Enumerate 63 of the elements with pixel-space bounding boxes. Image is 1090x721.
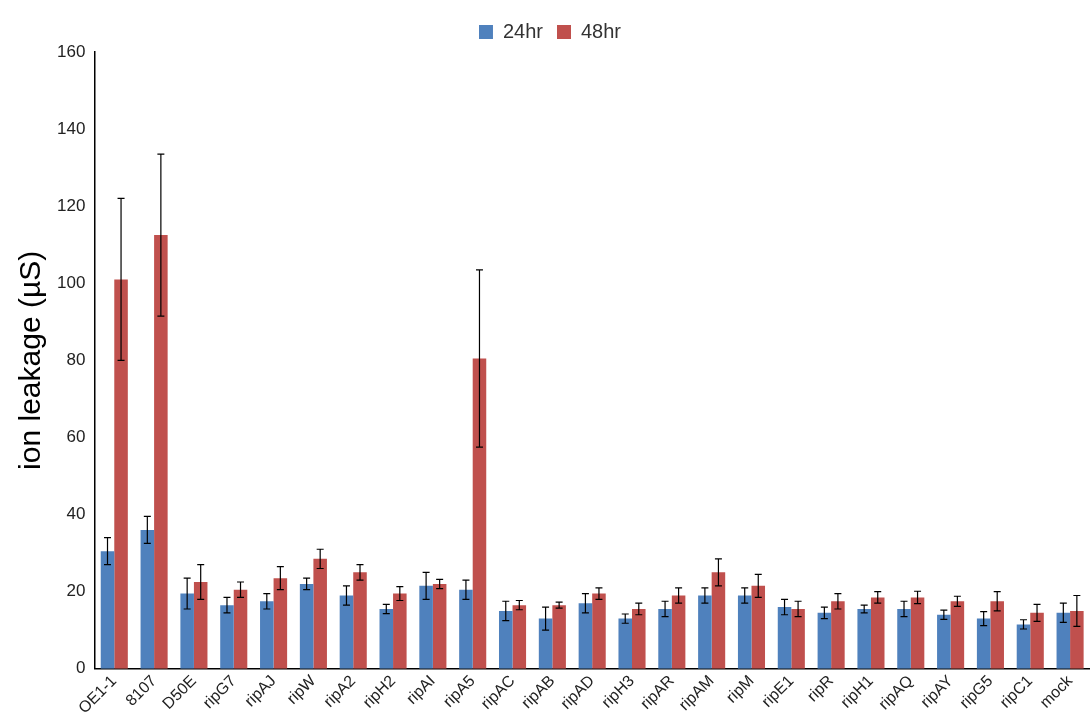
y-tick-label: 140 [56,118,86,138]
bar [632,608,646,669]
bar [831,601,845,669]
y-tick-label: 160 [56,41,86,61]
y-axis-title: ion leakage (µS) [13,250,47,470]
bar [910,597,925,669]
bar [498,610,513,669]
bar [538,618,553,669]
bar [791,608,805,669]
bar [459,589,473,669]
y-tick-label: 100 [56,272,86,292]
bar [154,235,168,669]
bar [552,605,566,669]
bar [698,595,712,669]
bar [592,593,606,669]
bar [976,618,991,669]
bar [937,614,951,669]
x-tick-label: ripR [803,671,837,705]
bar [671,595,686,669]
bar [180,593,194,669]
y-tick-label: 40 [66,504,86,524]
y-tick-label: 0 [75,658,86,678]
bar [1056,612,1071,669]
bar [737,595,752,669]
bar [339,595,354,669]
bar [1016,624,1031,669]
bar [711,572,726,669]
bar [100,551,115,669]
bar [870,597,885,669]
legend-label: 48hr [581,19,622,42]
bar [353,572,367,669]
bar [432,583,447,669]
bar [299,583,314,669]
bar [618,618,633,669]
bar [472,358,487,669]
bar [950,601,965,669]
bar [273,578,288,669]
bar [1030,612,1044,669]
y-tick-label: 120 [56,195,86,215]
legend-label: 24hr [502,19,544,42]
bar [1070,610,1084,669]
bar [193,582,208,669]
bar [578,603,593,669]
bar [313,558,327,669]
bar [990,601,1004,669]
bar [379,608,394,669]
bar [512,605,527,669]
bar [817,612,832,669]
bar [114,279,128,669]
y-tick-label: 20 [66,581,86,601]
bar [233,589,248,669]
bar [220,605,234,669]
bar [658,608,672,669]
bar [857,608,871,669]
bar [897,608,911,669]
bar [140,529,155,669]
bar [777,607,792,669]
bar [393,593,407,669]
bar [419,585,433,669]
bar [260,601,274,669]
y-tick-label: 80 [66,350,86,370]
bar [751,585,766,669]
y-tick-label: 60 [66,427,86,447]
